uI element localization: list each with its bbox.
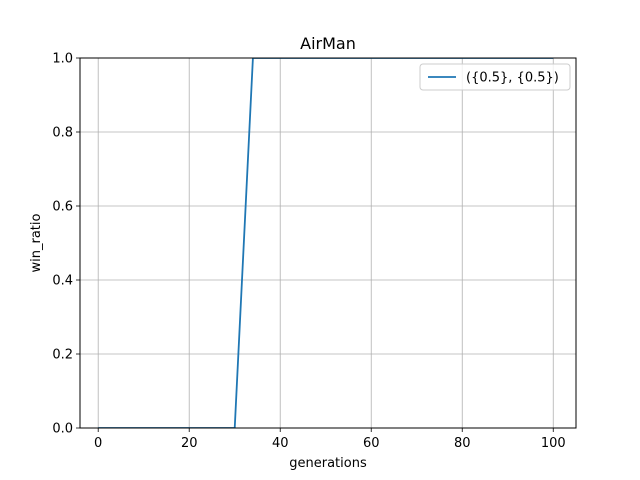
x-axis-label: generations [289,456,367,471]
y-tick-label: 0.2 [52,348,73,363]
legend: ({0.5}, {0.5}) [419,63,571,91]
series-line-0 [98,58,554,428]
legend-box [419,63,571,91]
x-tick-label: 40 [272,436,289,451]
plot-frame [79,57,577,429]
x-tick-label: 100 [541,436,566,451]
y-tick-label: 0.8 [52,126,73,141]
y-tick-label: 0.0 [52,422,73,437]
grid [80,57,576,429]
legend-label: ({0.5}, {0.5}) [466,71,559,86]
y-tick-label: 0.4 [52,274,73,289]
tick-layer: 0 20 40 60 80 100 0.0 0.2 0.4 0.6 0.8 1.0 [52,52,565,452]
x-tick-label: 80 [454,436,471,451]
x-tick-label: 60 [363,436,380,451]
chart-title: AirMan [300,34,356,53]
y-tick-label: 1.0 [52,52,73,67]
y-tick-label: 0.6 [52,200,73,215]
x-tick-label: 20 [181,436,198,451]
y-axis-label: win_ratio [29,213,44,272]
series-layer [98,58,554,428]
x-tick-label: 0 [94,436,102,451]
